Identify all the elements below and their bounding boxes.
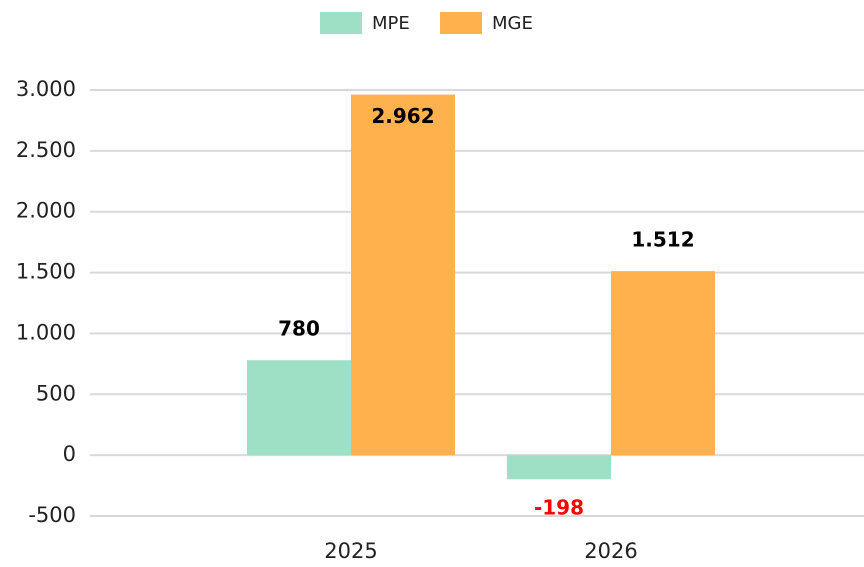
y-tick-label: 1.000	[16, 320, 76, 344]
y-tick-label: 0	[63, 442, 76, 466]
y-tick-label: 500	[36, 381, 76, 405]
y-tick-label: 1.500	[16, 260, 76, 284]
bar	[247, 360, 351, 456]
legend-swatch	[440, 12, 482, 34]
x-tick-label: 2025	[324, 539, 377, 563]
x-tick-label: 2026	[584, 539, 637, 563]
data-label: 2.962	[371, 104, 434, 128]
legend-label: MPE	[372, 13, 410, 34]
y-tick-label: 2.000	[16, 199, 76, 223]
data-label: 1.512	[631, 228, 694, 252]
y-tick-label: 3.000	[16, 77, 76, 101]
data-label: -198	[534, 496, 584, 520]
legend-swatch	[320, 12, 362, 34]
bar	[611, 271, 715, 456]
y-tick-label: -500	[28, 503, 76, 527]
bar	[507, 455, 611, 480]
legend-label: MGE	[492, 13, 533, 34]
y-tick-label: 2.500	[16, 138, 76, 162]
bar	[351, 94, 455, 456]
data-label: 780	[278, 317, 320, 341]
